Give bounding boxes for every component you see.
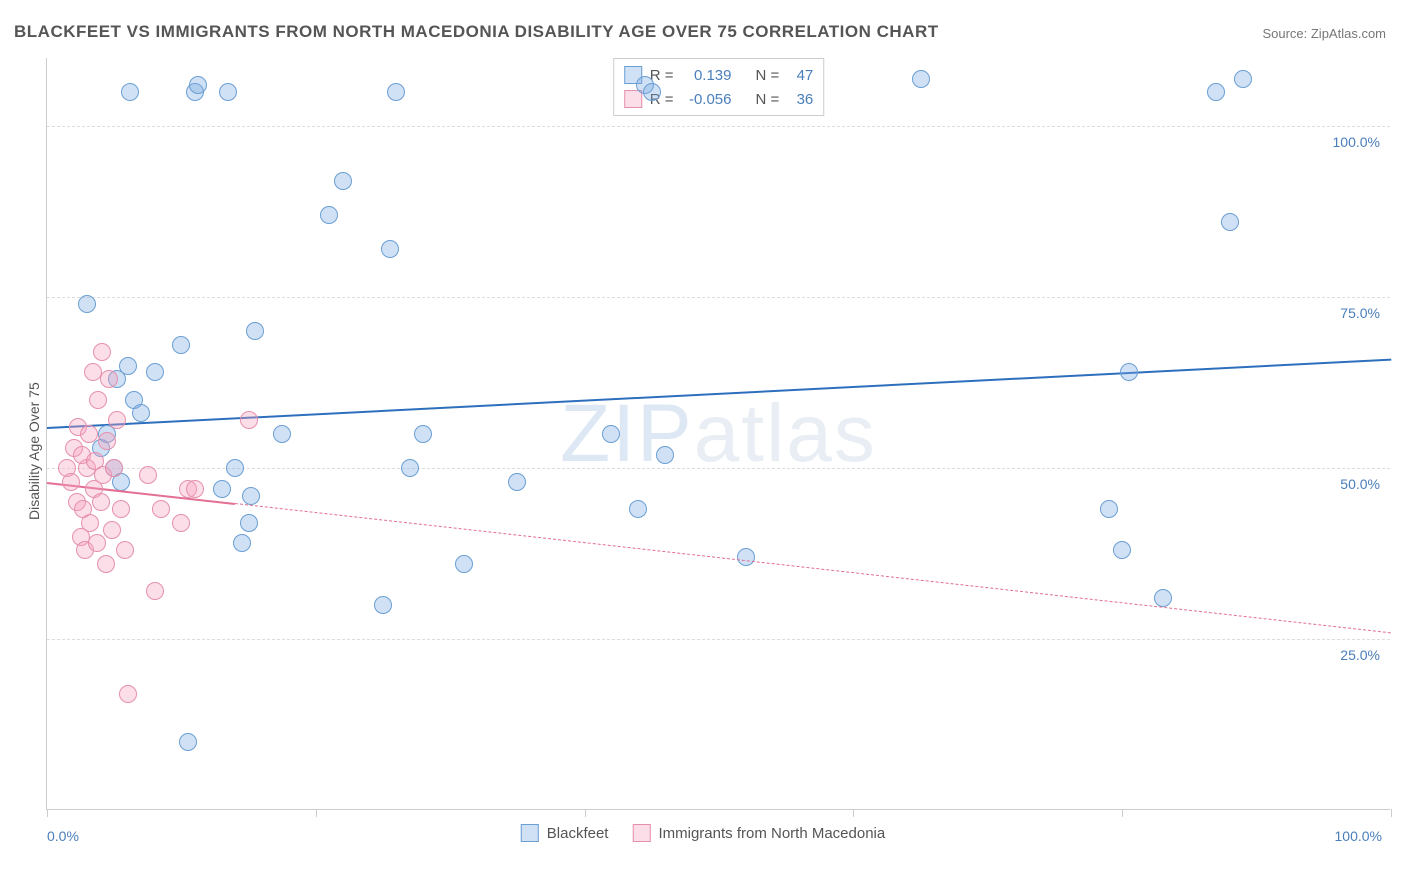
data-point bbox=[414, 425, 432, 443]
x-tick bbox=[585, 809, 586, 817]
series-legend: Blackfeet Immigrants from North Macedoni… bbox=[521, 824, 885, 842]
data-point bbox=[401, 459, 419, 477]
trend-line bbox=[235, 503, 1391, 633]
data-point bbox=[1120, 363, 1138, 381]
data-point bbox=[119, 357, 137, 375]
data-point bbox=[172, 514, 190, 532]
x-tick bbox=[1391, 809, 1392, 817]
data-point bbox=[387, 83, 405, 101]
scatter-plot: ZIPatlas R =0.139N =47R =-0.056N =36 25.… bbox=[46, 58, 1390, 810]
x-tick bbox=[47, 809, 48, 817]
data-point bbox=[1113, 541, 1131, 559]
data-point bbox=[334, 172, 352, 190]
data-point bbox=[92, 493, 110, 511]
data-point bbox=[112, 500, 130, 518]
data-point bbox=[233, 534, 251, 552]
data-point bbox=[629, 500, 647, 518]
data-point bbox=[374, 596, 392, 614]
x-tick bbox=[316, 809, 317, 817]
chart-title: BLACKFEET VS IMMIGRANTS FROM NORTH MACED… bbox=[14, 22, 939, 42]
data-point bbox=[108, 411, 126, 429]
data-point bbox=[246, 322, 264, 340]
data-point bbox=[81, 514, 99, 532]
data-point bbox=[240, 411, 258, 429]
x-tick-label: 100.0% bbox=[1335, 828, 1382, 844]
watermark-b: atlas bbox=[694, 388, 877, 479]
legend-label-b: Immigrants from North Macedonia bbox=[658, 825, 885, 842]
data-point bbox=[1154, 589, 1172, 607]
data-point bbox=[226, 459, 244, 477]
legend-item-a: Blackfeet bbox=[521, 824, 609, 842]
x-tick bbox=[1122, 809, 1123, 817]
data-point bbox=[103, 521, 121, 539]
data-point bbox=[121, 83, 139, 101]
data-point bbox=[186, 480, 204, 498]
gridline bbox=[47, 297, 1390, 298]
data-point bbox=[1221, 213, 1239, 231]
data-point bbox=[89, 391, 107, 409]
y-tick-label: 100.0% bbox=[1333, 134, 1380, 150]
n-label: N = bbox=[756, 91, 780, 108]
data-point bbox=[78, 295, 96, 313]
data-point bbox=[116, 541, 134, 559]
data-point bbox=[912, 70, 930, 88]
x-tick bbox=[853, 809, 854, 817]
r-value: -0.056 bbox=[682, 91, 732, 108]
data-point bbox=[172, 336, 190, 354]
data-point bbox=[152, 500, 170, 518]
y-tick-label: 50.0% bbox=[1340, 476, 1380, 492]
data-point bbox=[219, 83, 237, 101]
n-label: N = bbox=[756, 67, 780, 84]
legend-swatch-b bbox=[632, 824, 650, 842]
legend-label-a: Blackfeet bbox=[547, 825, 609, 842]
data-point bbox=[213, 480, 231, 498]
data-point bbox=[455, 555, 473, 573]
data-point bbox=[737, 548, 755, 566]
data-point bbox=[179, 733, 197, 751]
data-point bbox=[80, 425, 98, 443]
gridline bbox=[47, 126, 1390, 127]
data-point bbox=[105, 459, 123, 477]
data-point bbox=[132, 404, 150, 422]
x-tick-label: 0.0% bbox=[47, 828, 79, 844]
data-point bbox=[242, 487, 260, 505]
data-point bbox=[1234, 70, 1252, 88]
data-point bbox=[93, 343, 111, 361]
data-point bbox=[98, 432, 116, 450]
y-axis-title: Disability Age Over 75 bbox=[26, 382, 42, 520]
data-point bbox=[508, 473, 526, 491]
data-point bbox=[602, 425, 620, 443]
n-value: 36 bbox=[787, 91, 813, 108]
data-point bbox=[100, 370, 118, 388]
data-point bbox=[320, 206, 338, 224]
gridline bbox=[47, 639, 1390, 640]
gridline bbox=[47, 468, 1390, 469]
data-point bbox=[240, 514, 258, 532]
data-point bbox=[62, 473, 80, 491]
r-value: 0.139 bbox=[682, 67, 732, 84]
data-point bbox=[139, 466, 157, 484]
data-point bbox=[656, 446, 674, 464]
data-point bbox=[273, 425, 291, 443]
data-point bbox=[88, 534, 106, 552]
data-point bbox=[189, 76, 207, 94]
data-point bbox=[146, 363, 164, 381]
data-point bbox=[381, 240, 399, 258]
data-point bbox=[97, 555, 115, 573]
data-point bbox=[1207, 83, 1225, 101]
data-point bbox=[119, 685, 137, 703]
data-point bbox=[643, 83, 661, 101]
data-point bbox=[1100, 500, 1118, 518]
legend-swatch-a bbox=[521, 824, 539, 842]
source-label: Source: ZipAtlas.com bbox=[1262, 26, 1386, 41]
y-tick-label: 25.0% bbox=[1340, 647, 1380, 663]
data-point bbox=[146, 582, 164, 600]
y-tick-label: 75.0% bbox=[1340, 305, 1380, 321]
legend-item-b: Immigrants from North Macedonia bbox=[632, 824, 885, 842]
n-value: 47 bbox=[787, 67, 813, 84]
